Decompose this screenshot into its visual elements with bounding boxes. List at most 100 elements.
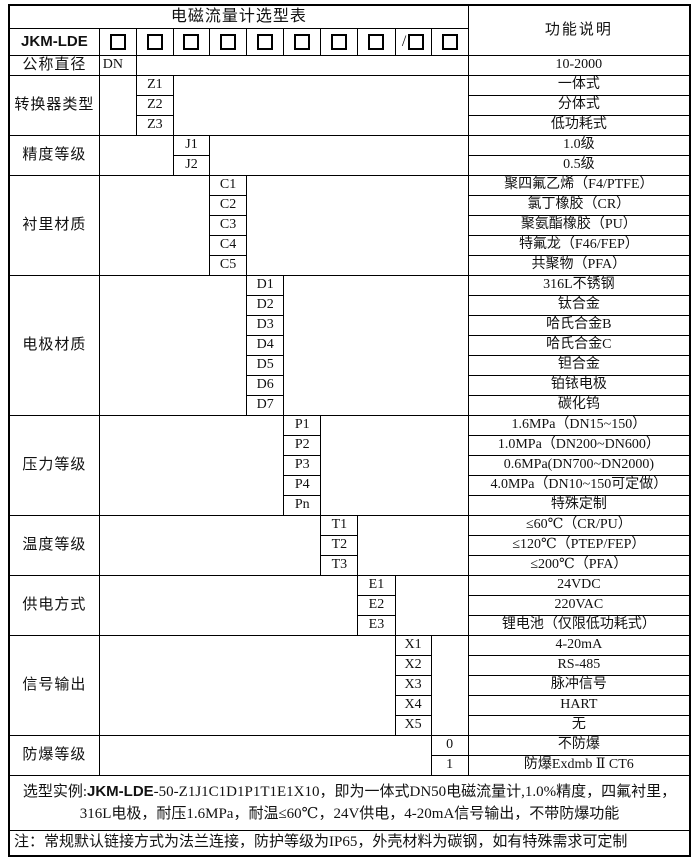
code-cell-c4: C4	[209, 235, 248, 256]
code-cell-t3: T3	[320, 555, 359, 576]
blank-cell	[98, 415, 285, 516]
code-cell-x1: X1	[394, 635, 432, 656]
blank-cell	[98, 275, 248, 416]
desc-cell-c1: 聚四氟乙烯（F4/PTFE）	[467, 175, 691, 196]
section-label-liner-material: 衬里材质	[8, 175, 100, 276]
desc-cell-e3: 锂电池（仅限低功耗式）	[467, 615, 691, 636]
desc-cell-d4: 哈氏合金C	[467, 335, 691, 356]
model-code-box-8	[357, 28, 396, 56]
desc-cell-p4: 4.0MPa（DN10~150可定做）	[467, 475, 691, 496]
desc-cell-z2: 分体式	[467, 95, 691, 116]
code-cell-d2: D2	[246, 295, 285, 316]
checkbox-icon	[109, 33, 126, 50]
function-column-header: 功能说明	[467, 4, 691, 56]
section-label-transmitter-type: 转换器类型	[8, 75, 100, 136]
code-cell-c1: C1	[209, 175, 248, 196]
desc-cell-c4: 特氟龙（F46/FEP）	[467, 235, 691, 256]
blank-cell	[283, 275, 469, 416]
desc-cell-x3: 脉冲信号	[467, 675, 691, 696]
code-cell-t2: T2	[320, 535, 359, 556]
desc-cell-c5: 共聚物（PFA）	[467, 255, 691, 276]
section-label-signal-output: 信号输出	[8, 635, 100, 736]
selection-example: 选型实例:JKM-LDE-50-Z1J1C1D1P1T1E1X10，即为一体式D…	[8, 775, 691, 831]
checkbox-icon	[294, 33, 311, 50]
checkbox-icon	[257, 33, 274, 50]
code-cell-x3: X3	[394, 675, 432, 696]
code-cell-p2: P2	[283, 435, 322, 456]
model-code-box-9: /	[394, 28, 432, 56]
code-cell-p4: P4	[283, 475, 322, 496]
code-cell-x2: X2	[394, 655, 432, 676]
slash-separator: /	[401, 32, 407, 50]
blank-cell	[357, 515, 469, 576]
checkbox-icon	[220, 33, 237, 50]
section-label-explosion-proof: 防爆等级	[8, 735, 100, 776]
code-cell-d5: D5	[246, 355, 285, 376]
desc-cell-z3: 低功耗式	[467, 115, 691, 136]
desc-cell-x2: RS-485	[467, 655, 691, 676]
desc-cell-j2: 0.5级	[467, 155, 691, 176]
blank-cell	[172, 75, 469, 136]
blank-cell	[135, 55, 469, 76]
code-cell-t1: T1	[320, 515, 359, 536]
code-cell-e1: E1	[357, 575, 396, 596]
code-cell-e3: E3	[357, 615, 396, 636]
checkbox-icon	[331, 33, 348, 50]
blank-cell	[394, 575, 469, 636]
desc-cell-e2: 220VAC	[467, 595, 691, 616]
blank-cell	[209, 135, 469, 176]
section-label-electrode-material: 电极材质	[8, 275, 100, 416]
code-cell-dn: DN	[98, 55, 137, 76]
code-cell-p1: P1	[283, 415, 322, 436]
checkbox-icon	[368, 33, 385, 50]
code-cell-x5: X5	[394, 715, 432, 736]
model-prefix: JKM-LDE	[8, 28, 100, 56]
model-code-box-5	[246, 28, 285, 56]
example-model-code: -50-Z1J1C1D1P1T1E1X10	[153, 783, 320, 800]
code-cell-d1: D1	[246, 275, 285, 296]
checkbox-icon	[408, 34, 425, 50]
model-code-box-6	[283, 28, 322, 56]
table-title: 电磁流量计选型表	[8, 4, 469, 29]
code-cell-c5: C5	[209, 255, 248, 276]
blank-cell	[98, 735, 432, 776]
code-cell-p3: P3	[283, 455, 322, 476]
code-cell-c2: C2	[209, 195, 248, 216]
flowmeter-selection-table: 电磁流量计选型表 功能说明 JKM-LDE / 公称直径 DN 10-2000 …	[8, 4, 691, 857]
desc-cell-0: 不防爆	[467, 735, 691, 756]
model-code-box-2	[135, 28, 174, 56]
model-code-box-4	[209, 28, 248, 56]
desc-cell-x4: HART	[467, 695, 691, 716]
desc-cell-d6: 铂铱电极	[467, 375, 691, 396]
desc-cell-d2: 钛合金	[467, 295, 691, 316]
desc-cell-t2: ≤120℃（PTEP/FEP）	[467, 535, 691, 556]
model-code-box-7	[320, 28, 359, 56]
example-model-prefix: JKM-LDE	[87, 782, 154, 800]
desc-cell-1: 防爆Exdmb Ⅱ CT6	[467, 755, 691, 776]
code-cell-d6: D6	[246, 375, 285, 396]
model-code-box-3	[172, 28, 211, 56]
desc-cell-p2: 1.0MPa（DN200~DN600）	[467, 435, 691, 456]
code-cell-0: 0	[430, 735, 469, 756]
section-label-power-supply: 供电方式	[8, 575, 100, 636]
desc-cell-e1: 24VDC	[467, 575, 691, 596]
blank-cell	[98, 175, 211, 276]
desc-cell-pn: 特殊定制	[467, 495, 691, 516]
desc-cell-d5: 钽合金	[467, 355, 691, 376]
code-cell-pn: Pn	[283, 495, 322, 516]
desc-cell-c2: 氯丁橡胶（CR）	[467, 195, 691, 216]
blank-cell	[246, 175, 469, 276]
desc-cell-p1: 1.6MPa（DN15~150）	[467, 415, 691, 436]
code-cell-z3: Z3	[135, 115, 174, 136]
section-label-pressure-rating: 压力等级	[8, 415, 100, 516]
code-cell-1: 1	[430, 755, 469, 776]
model-code-box-10	[430, 28, 469, 56]
section-label-nominal-diameter: 公称直径	[8, 55, 100, 76]
desc-cell-j1: 1.0级	[467, 135, 691, 156]
desc-cell-t3: ≤200℃（PFA）	[467, 555, 691, 576]
desc-cell-x5: 无	[467, 715, 691, 736]
code-cell-d7: D7	[246, 395, 285, 416]
blank-cell	[98, 575, 359, 636]
code-cell-j1: J1	[172, 135, 211, 156]
blank-cell	[320, 415, 469, 516]
